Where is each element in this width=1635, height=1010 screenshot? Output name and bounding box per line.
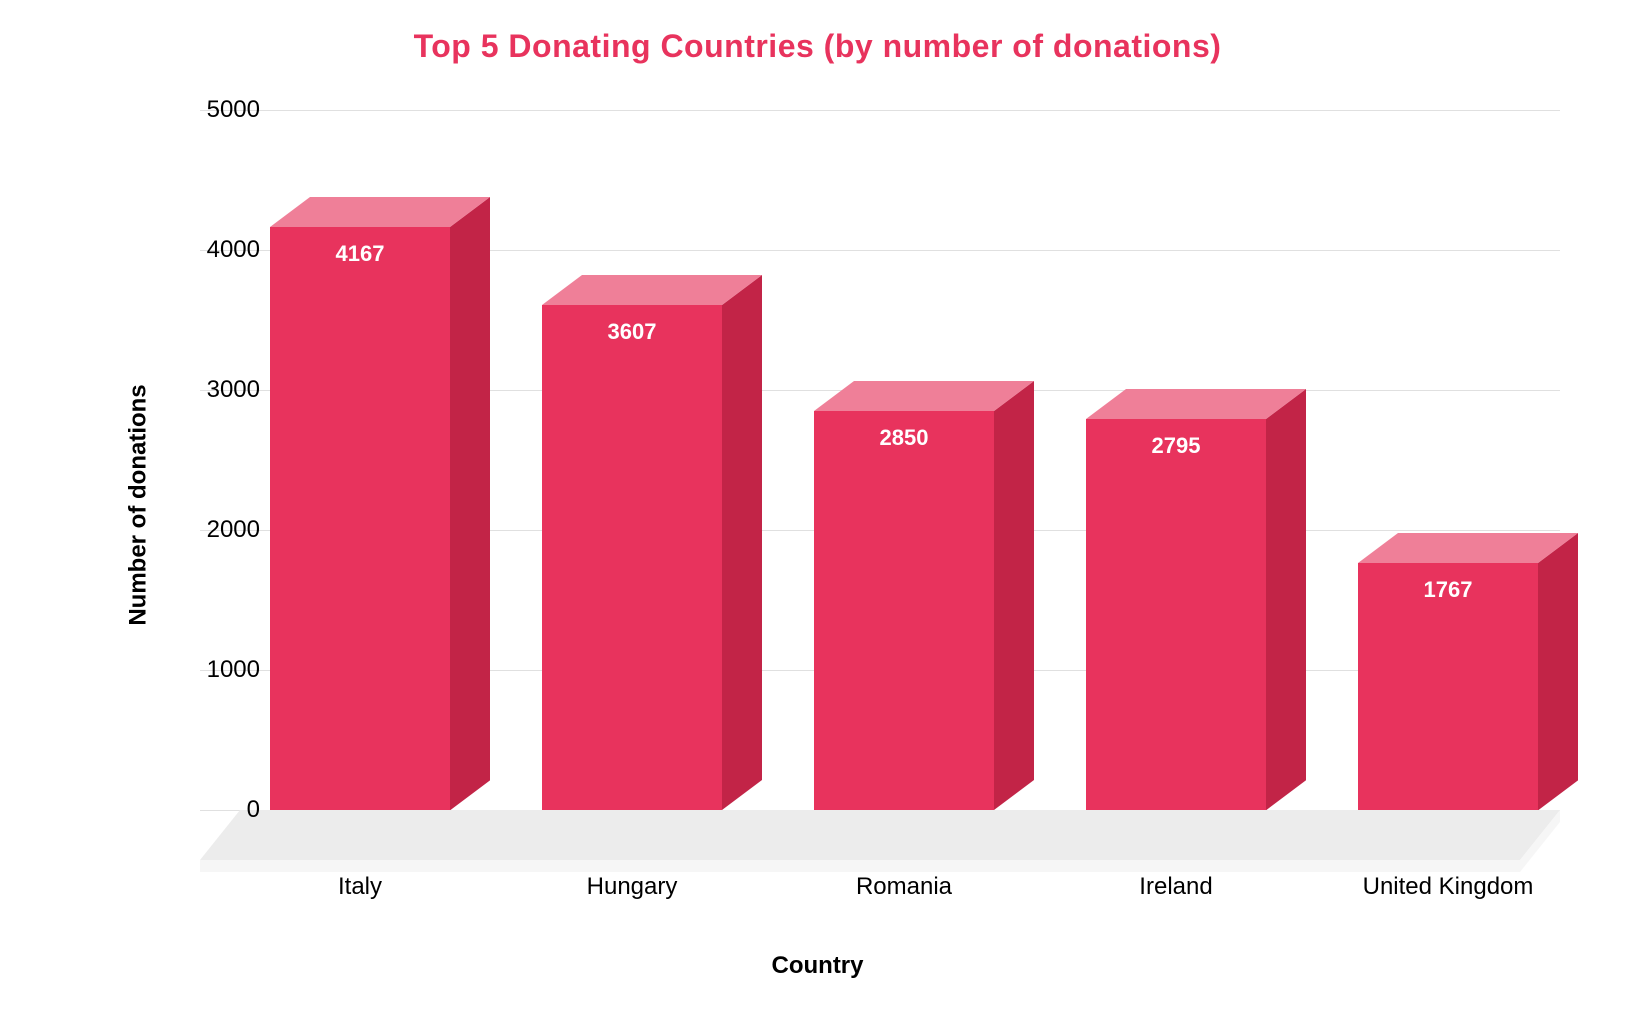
chart-floor [200,810,1560,860]
y-tick-label: 3000 [190,376,260,404]
bar-side-face [1266,389,1306,810]
y-axis-label: Number of donations [125,384,153,625]
y-tick-label: 1000 [190,656,260,684]
bar: 2850 [814,411,994,810]
y-tick-label: 4000 [190,236,260,264]
bar-top-face [1086,389,1306,419]
bar: 1767 [1358,563,1538,810]
bar-side-face [450,197,490,810]
bar-value-label: 4167 [270,241,450,267]
bar-side-face [1538,533,1578,810]
bar-top-face [814,381,1034,411]
bar: 3607 [542,305,722,810]
bar-side-face [994,381,1034,810]
bar-top-face [542,275,762,305]
bar-top-face [270,197,490,227]
x-category-label: Hungary [587,873,678,901]
x-category-label: Italy [338,873,382,901]
bars-layer: 4167 3607 2850 2795 1767 [200,110,1560,810]
bar: 4167 [270,227,450,810]
y-tick-label: 0 [190,796,260,824]
bar-front-face [1086,419,1266,810]
x-category-label: Romania [856,873,952,901]
bar-front-face [542,305,722,810]
chart-container: Top 5 Donating Countries (by number of d… [0,0,1635,1010]
bar-side-face [722,275,762,810]
bar-value-label: 1767 [1358,577,1538,603]
bar-front-face [270,227,450,810]
bar-front-face [814,411,994,810]
chart-title: Top 5 Donating Countries (by number of d… [0,28,1635,65]
bar: 2795 [1086,419,1266,810]
x-category-label: United Kingdom [1363,873,1534,901]
bar-value-label: 3607 [542,319,722,345]
y-tick-label: 2000 [190,516,260,544]
x-category-label: Ireland [1139,873,1212,901]
bar-value-label: 2795 [1086,433,1266,459]
y-tick-label: 5000 [190,96,260,124]
x-axis-label: Country [0,952,1635,980]
bar-value-label: 2850 [814,425,994,451]
bar-top-face [1358,533,1578,563]
